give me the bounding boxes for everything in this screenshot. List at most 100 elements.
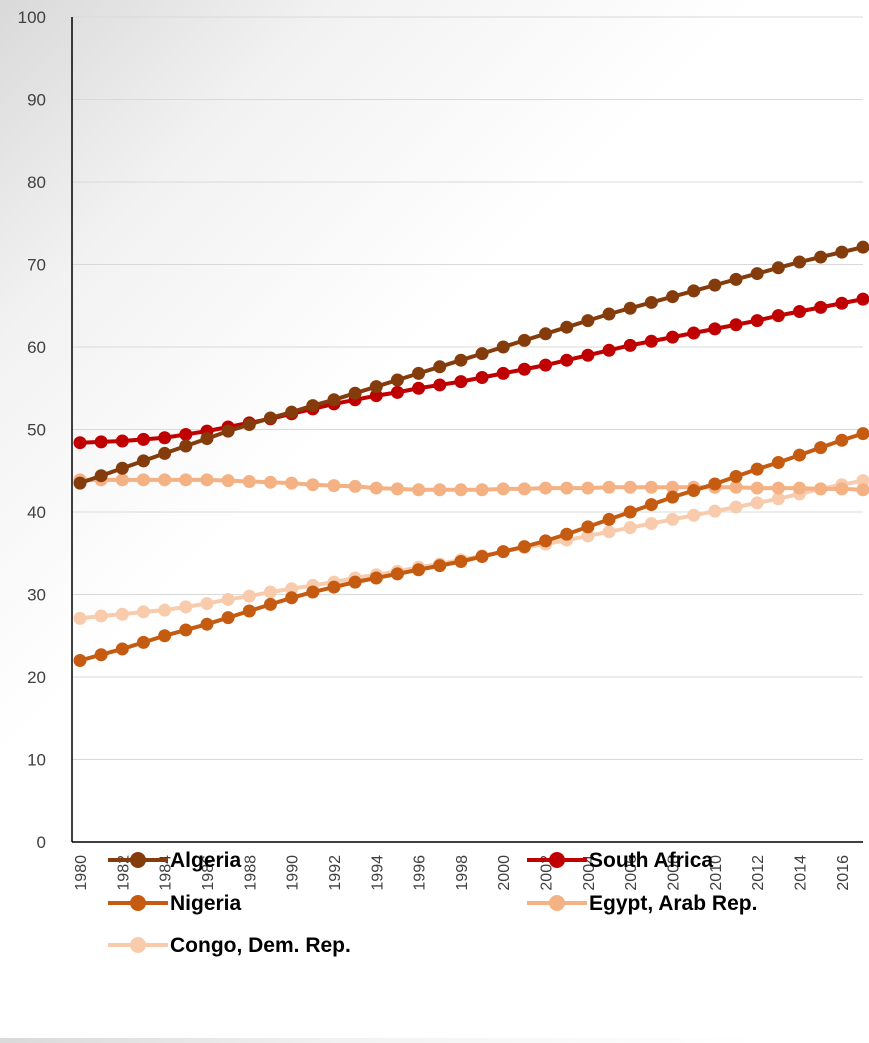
legend-label: Congo, Dem. Rep.: [170, 934, 351, 957]
legend-label: Algeria: [170, 849, 242, 872]
data-point: [814, 251, 827, 264]
data-point: [306, 399, 319, 412]
data-point: [835, 482, 848, 495]
data-point: [158, 629, 171, 642]
data-point: [74, 612, 87, 625]
data-point: [327, 393, 340, 406]
data-point: [603, 513, 616, 526]
y-tick-label: 100: [18, 8, 46, 27]
data-point: [835, 434, 848, 447]
y-tick-label: 20: [27, 668, 46, 687]
data-point: [306, 478, 319, 491]
y-tick-label: 70: [27, 256, 46, 275]
y-tick-label: 40: [27, 503, 46, 522]
data-point: [857, 241, 869, 254]
data-point: [814, 482, 827, 495]
data-point: [370, 572, 383, 585]
data-point: [412, 382, 425, 395]
data-point: [476, 347, 489, 360]
data-point: [518, 482, 531, 495]
data-point: [412, 483, 425, 496]
data-point: [497, 545, 510, 558]
data-point: [454, 483, 467, 496]
data-point: [74, 477, 87, 490]
data-point: [814, 441, 827, 454]
series-line: [80, 481, 863, 619]
x-tick-label: 1990: [285, 855, 302, 891]
data-point: [772, 482, 785, 495]
data-point: [137, 473, 150, 486]
data-point: [772, 456, 785, 469]
x-tick-label: 1996: [412, 855, 429, 891]
y-tick-label: 30: [27, 586, 46, 605]
data-point: [349, 576, 362, 589]
data-point: [793, 449, 806, 462]
x-tick-label: 2014: [793, 855, 810, 891]
data-point: [518, 540, 531, 553]
series-line: [80, 247, 863, 483]
data-point: [518, 363, 531, 376]
data-point: [751, 314, 764, 327]
data-point: [116, 462, 129, 475]
data-point: [264, 598, 277, 611]
data-point: [243, 605, 256, 618]
legend-item: Nigeria: [108, 892, 242, 915]
data-point: [539, 359, 552, 372]
data-point: [645, 517, 658, 530]
legend-marker: [130, 852, 146, 868]
data-point: [497, 367, 510, 380]
y-tick-label: 60: [27, 338, 46, 357]
data-point: [391, 386, 404, 399]
data-point: [137, 605, 150, 618]
data-point: [708, 477, 721, 490]
data-point: [476, 550, 489, 563]
data-point: [74, 436, 87, 449]
data-point: [581, 314, 594, 327]
data-point: [835, 246, 848, 259]
data-point: [497, 341, 510, 354]
data-point: [857, 293, 869, 306]
data-point: [158, 604, 171, 617]
data-point: [497, 482, 510, 495]
data-point: [751, 482, 764, 495]
x-tick-label: 1980: [73, 855, 90, 891]
data-point: [645, 335, 658, 348]
x-tick-label: 1992: [327, 855, 344, 891]
data-point: [391, 567, 404, 580]
data-point: [116, 642, 129, 655]
data-point: [751, 463, 764, 476]
legend-marker: [549, 895, 565, 911]
data-point: [814, 301, 827, 314]
data-point: [687, 509, 700, 522]
data-point: [200, 618, 213, 631]
legend-item: Congo, Dem. Rep.: [108, 934, 351, 957]
gridlines: [72, 17, 863, 760]
data-point: [730, 470, 743, 483]
data-point: [793, 305, 806, 318]
legend-label: Nigeria: [170, 892, 242, 915]
series-south-africa: [74, 293, 869, 450]
data-point: [179, 440, 192, 453]
data-point: [222, 474, 235, 487]
data-point: [74, 654, 87, 667]
data-point: [222, 425, 235, 438]
series-congo-dem-rep: [74, 474, 869, 625]
data-point: [624, 339, 637, 352]
data-point: [179, 473, 192, 486]
x-tick-label: 2000: [496, 855, 513, 891]
data-point: [730, 501, 743, 514]
data-point: [581, 349, 594, 362]
data-point: [95, 469, 108, 482]
data-point: [285, 406, 298, 419]
legend-marker: [130, 895, 146, 911]
data-point: [857, 427, 869, 440]
data-point: [116, 608, 129, 621]
data-point: [95, 648, 108, 661]
data-point: [95, 435, 108, 448]
series-line: [80, 434, 863, 661]
data-point: [433, 483, 446, 496]
series-nigeria: [74, 427, 869, 667]
y-tick-label: 50: [27, 421, 46, 440]
